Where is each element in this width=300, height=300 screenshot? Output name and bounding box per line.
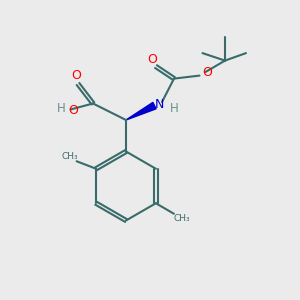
Text: O: O [68, 103, 78, 117]
Text: O: O [72, 69, 81, 82]
Text: H: H [169, 101, 178, 115]
Text: O: O [148, 52, 157, 66]
Text: H: H [57, 102, 66, 116]
Text: N: N [155, 98, 165, 111]
Polygon shape [126, 102, 156, 120]
Text: CH₃: CH₃ [173, 214, 190, 223]
Text: O: O [202, 66, 212, 79]
Text: CH₃: CH₃ [62, 152, 78, 161]
